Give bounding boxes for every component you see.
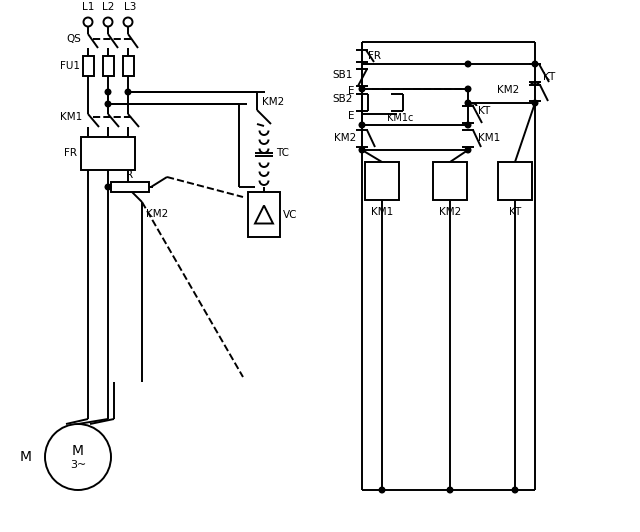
Text: L2: L2 (102, 2, 114, 12)
Text: FR: FR (368, 51, 381, 61)
Text: M: M (72, 444, 84, 458)
Bar (81, 137, 135, 170)
Circle shape (465, 61, 471, 67)
Text: VC: VC (283, 210, 298, 220)
Circle shape (105, 101, 111, 107)
Circle shape (359, 122, 365, 128)
Circle shape (359, 86, 365, 92)
Text: KM1: KM1 (478, 133, 500, 143)
Circle shape (512, 487, 518, 493)
Text: FR: FR (64, 148, 77, 159)
Bar (83, 56, 93, 76)
Bar (248, 192, 280, 237)
Polygon shape (255, 205, 273, 223)
Circle shape (447, 487, 453, 493)
Circle shape (532, 100, 538, 106)
Text: KM2: KM2 (262, 97, 284, 107)
Text: KM2: KM2 (334, 133, 356, 143)
Text: 3~: 3~ (70, 460, 86, 470)
Circle shape (105, 89, 111, 95)
Text: TC: TC (276, 148, 289, 158)
Text: QS: QS (66, 34, 81, 44)
Circle shape (379, 487, 385, 493)
Text: KM1c: KM1c (387, 113, 413, 123)
Text: KM2: KM2 (497, 85, 519, 95)
Bar (365, 162, 399, 200)
Circle shape (465, 122, 471, 128)
Text: FU1: FU1 (60, 61, 80, 71)
Bar (498, 162, 532, 200)
Text: E: E (348, 111, 355, 121)
Circle shape (105, 184, 111, 190)
Text: KT: KT (509, 207, 521, 217)
Circle shape (465, 100, 471, 106)
Text: L3: L3 (124, 2, 136, 12)
Text: KM2: KM2 (439, 207, 461, 217)
Circle shape (465, 147, 471, 153)
Bar (111, 182, 149, 192)
Text: KM1: KM1 (371, 207, 393, 217)
Text: KT: KT (478, 106, 490, 116)
Text: SB2: SB2 (332, 95, 353, 104)
Bar (102, 56, 113, 76)
Text: E: E (348, 86, 355, 96)
Text: L1: L1 (82, 2, 94, 12)
Text: KT: KT (543, 72, 556, 82)
Text: KM1: KM1 (60, 112, 83, 122)
Circle shape (125, 89, 131, 95)
Circle shape (465, 86, 471, 92)
Circle shape (532, 61, 538, 67)
Circle shape (359, 147, 365, 153)
Text: KM2: KM2 (146, 209, 168, 219)
Text: R: R (127, 170, 134, 180)
Bar (433, 162, 467, 200)
Text: M: M (20, 450, 32, 464)
Bar (122, 56, 134, 76)
Text: SB1: SB1 (332, 70, 353, 79)
